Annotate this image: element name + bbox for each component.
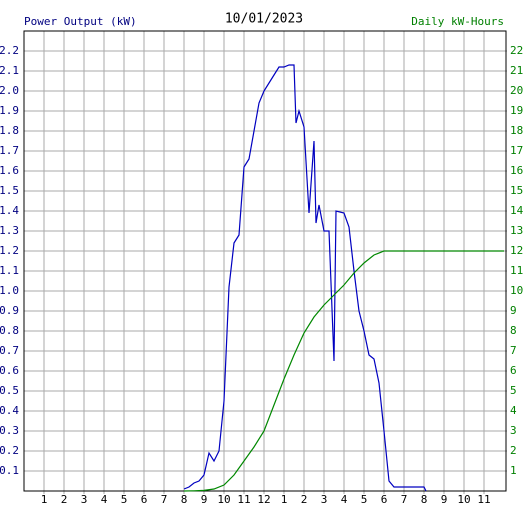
x-tick-label: 1 <box>41 493 48 506</box>
y-tick-label: 1.8 <box>0 124 19 137</box>
y-tick-label: 0.8 <box>0 324 19 337</box>
y-tick-label: 0.3 <box>0 424 19 437</box>
chart-title: 10/01/2023 <box>225 12 303 27</box>
y2-tick-label: 15 <box>510 184 523 197</box>
y2-tick-label: 4 <box>510 404 517 417</box>
y-tick-label: 1.0 <box>0 284 19 297</box>
x-tick-label: 10 <box>217 493 230 506</box>
y2-tick-label: 9 <box>510 304 517 317</box>
y2-tick-label: 12 <box>510 244 523 257</box>
y-tick-label: 2.1 <box>0 64 19 77</box>
y-tick-label: 0.4 <box>0 404 19 417</box>
y-tick-label: 1.5 <box>0 184 19 197</box>
y-tick-label: 0.1 <box>0 464 19 477</box>
y2-tick-label: 11 <box>510 264 523 277</box>
y-tick-label: 1.7 <box>0 144 19 157</box>
x-tick-label: 2 <box>301 493 308 506</box>
y-tick-label: 0.9 <box>0 304 19 317</box>
y2-tick-label: 7 <box>510 344 517 357</box>
y-tick-label: 0.2 <box>0 444 19 457</box>
y2-tick-label: 2 <box>510 444 517 457</box>
x-tick-label: 11 <box>237 493 250 506</box>
y2-tick-label: 21 <box>510 64 523 77</box>
y-tick-label: 1.9 <box>0 104 19 117</box>
x-tick-label: 4 <box>341 493 348 506</box>
y-tick-label: 2.0 <box>0 84 19 97</box>
y2-tick-label: 1 <box>510 464 517 477</box>
y2-tick-label: 3 <box>510 424 517 437</box>
x-tick-label: 3 <box>81 493 88 506</box>
y2-tick-label: 8 <box>510 324 517 337</box>
x-tick-label: 12 <box>257 493 270 506</box>
y2-tick-label: 5 <box>510 384 517 397</box>
x-tick-label: 6 <box>141 493 148 506</box>
y-tick-label: 1.2 <box>0 244 19 257</box>
x-tick-label: 5 <box>121 493 128 506</box>
plot-border <box>23 30 507 492</box>
y2-axis-label: Daily kW-Hours <box>411 15 504 28</box>
x-tick-label: 9 <box>201 493 208 506</box>
y-tick-label: 1.6 <box>0 164 19 177</box>
y-axis-label: Power Output (kW) <box>24 15 137 28</box>
x-tick-label: 11 <box>477 493 490 506</box>
y2-tick-label: 19 <box>510 104 523 117</box>
x-tick-label: 2 <box>61 493 68 506</box>
y-tick-label: 0.5 <box>0 384 19 397</box>
y2-tick-label: 17 <box>510 144 523 157</box>
x-tick-label: 3 <box>321 493 328 506</box>
x-tick-label: 8 <box>181 493 188 506</box>
x-tick-label: 7 <box>161 493 168 506</box>
y2-tick-label: 16 <box>510 164 523 177</box>
x-tick-label: 4 <box>101 493 108 506</box>
y-tick-label: 2.2 <box>0 44 19 57</box>
y2-tick-label: 18 <box>510 124 523 137</box>
y2-tick-label: 20 <box>510 84 523 97</box>
x-tick-label: 9 <box>441 493 448 506</box>
x-tick-label: 6 <box>381 493 388 506</box>
x-tick-label: 8 <box>421 493 428 506</box>
x-tick-label: 7 <box>401 493 408 506</box>
series-line <box>183 250 504 492</box>
y2-tick-label: 14 <box>510 204 524 217</box>
y2-tick-label: 22 <box>510 44 523 57</box>
x-tick-label: 5 <box>361 493 368 506</box>
x-tick-label: 10 <box>457 493 470 506</box>
series-line <box>183 64 427 492</box>
y-tick-label: 0.7 <box>0 344 19 357</box>
y2-tick-label: 6 <box>510 364 517 377</box>
x-tick-label: 1 <box>281 493 288 506</box>
y-tick-label: 1.3 <box>0 224 19 237</box>
y-tick-label: 1.1 <box>0 264 19 277</box>
y-tick-label: 0.6 <box>0 364 19 377</box>
y2-tick-label: 13 <box>510 224 523 237</box>
y-tick-label: 1.4 <box>0 204 19 217</box>
y2-tick-label: 10 <box>510 284 523 297</box>
